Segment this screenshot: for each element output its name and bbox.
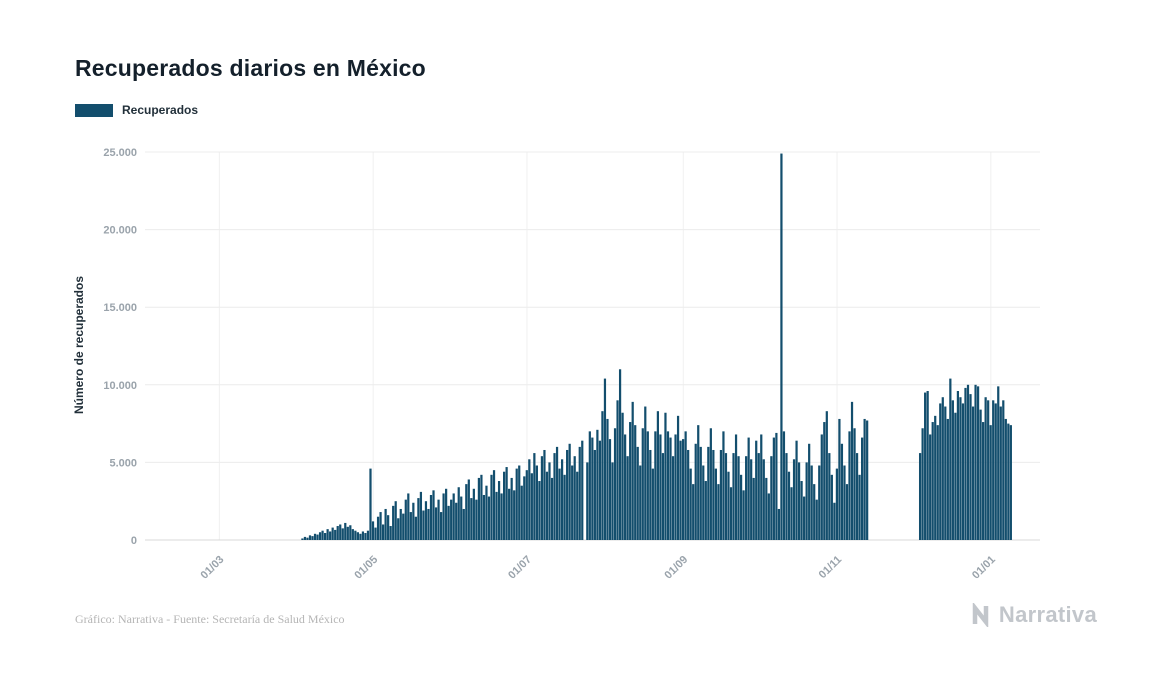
svg-text:0: 0 bbox=[131, 535, 137, 547]
source-credit: Gráfico: Narrativa - Fuente: Secretaría … bbox=[75, 612, 345, 626]
svg-text:01/07: 01/07 bbox=[506, 554, 534, 582]
legend: Recuperados bbox=[75, 103, 198, 117]
svg-text:01/03: 01/03 bbox=[199, 554, 227, 582]
narrativa-logo-text: Narrativa bbox=[998, 602, 1097, 627]
narrativa-logo-icon bbox=[972, 603, 989, 627]
svg-text:25.000: 25.000 bbox=[103, 147, 137, 159]
svg-text:01/11: 01/11 bbox=[817, 554, 845, 582]
svg-text:15.000: 15.000 bbox=[103, 302, 137, 314]
svg-text:5.000: 5.000 bbox=[109, 457, 137, 469]
chart-title: Recuperados diarios en México bbox=[75, 55, 426, 82]
legend-label: Recuperados bbox=[122, 103, 199, 117]
svg-text:01/01: 01/01 bbox=[970, 554, 998, 582]
svg-text:01/05: 01/05 bbox=[352, 554, 380, 582]
svg-text:01/09: 01/09 bbox=[662, 554, 690, 582]
legend-swatch bbox=[75, 103, 113, 117]
narrativa-brand: Narrativa bbox=[971, 602, 1097, 628]
svg-text:20.000: 20.000 bbox=[103, 225, 137, 237]
svg-text:10.000: 10.000 bbox=[103, 380, 137, 392]
